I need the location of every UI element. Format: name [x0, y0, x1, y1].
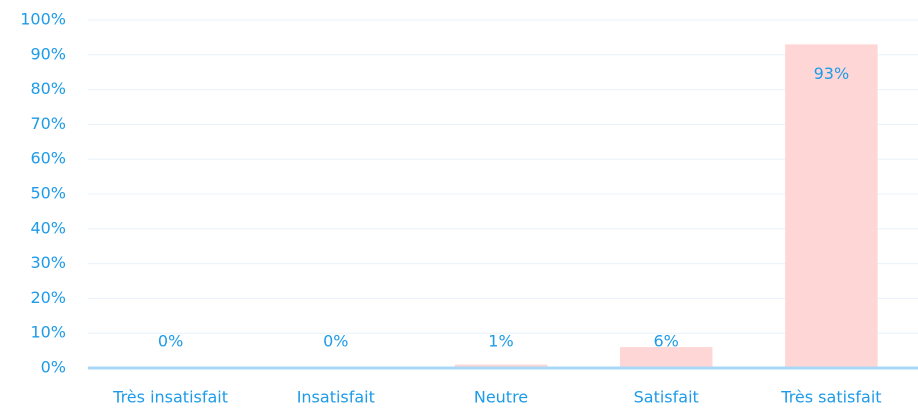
y-tick-label: 100% [20, 10, 66, 29]
y-tick-label: 10% [30, 323, 66, 342]
y-tick-label: 0% [41, 358, 66, 377]
y-tick-label: 20% [30, 288, 66, 307]
x-tick-label: Insatisfait [297, 388, 375, 407]
bar [619, 347, 713, 368]
y-tick-label: 50% [30, 184, 66, 203]
value-label: 0% [158, 332, 183, 351]
x-tick-label: Très satisfait [780, 388, 881, 407]
x-tick-label: Satisfait [634, 388, 699, 407]
y-tick-label: 40% [30, 218, 66, 237]
x-tick-label: Neutre [474, 388, 528, 407]
value-label: 93% [814, 64, 850, 83]
x-tick-label: Très insatisfait [112, 388, 228, 407]
y-tick-label: 30% [30, 253, 66, 272]
bar [785, 44, 878, 369]
y-tick-label: 80% [30, 79, 66, 98]
value-label: 1% [488, 332, 513, 351]
value-label: 0% [323, 332, 348, 351]
value-label: 6% [654, 332, 679, 351]
bar [454, 364, 548, 368]
y-tick-label: 90% [30, 44, 66, 63]
y-tick-label: 60% [30, 149, 66, 168]
y-tick-label: 70% [30, 114, 66, 133]
